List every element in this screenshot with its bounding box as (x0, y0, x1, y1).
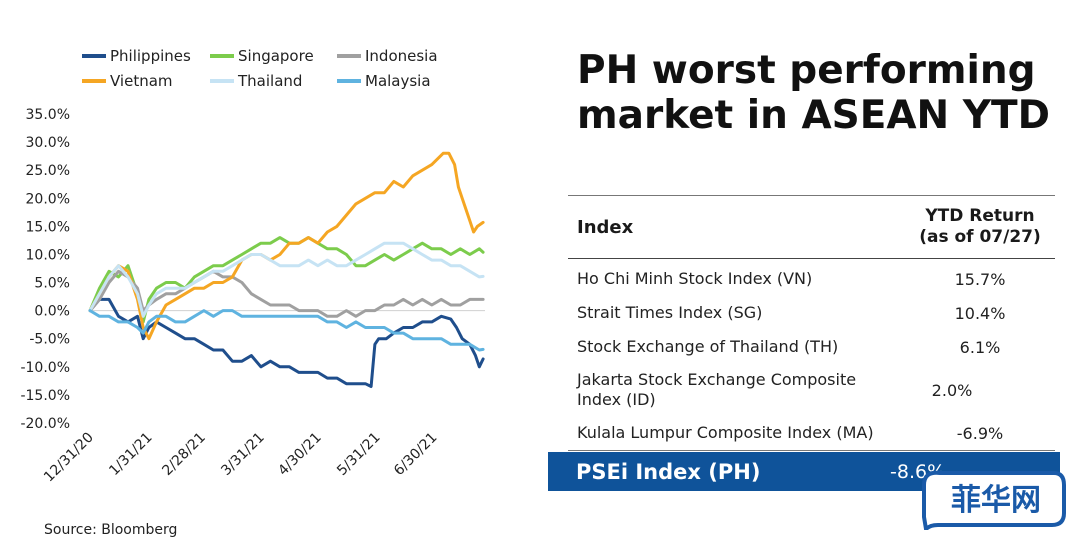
table-row: Ho Chi Minh Stock Index (VN) 15.7% (568, 262, 1055, 296)
x-tick-label: 2/28/21 (159, 430, 208, 479)
y-tick-label: 30.0% (26, 135, 70, 151)
series-line-singapore (88, 236, 485, 324)
y-tick-label: 15.0% (26, 219, 70, 235)
headline: PH worst performing market in ASEAN YTD (577, 48, 1050, 138)
y-tick-label: 10.0% (26, 247, 70, 263)
watermark-text: 菲华网 (951, 483, 1041, 518)
y-tick-label: -15.0% (20, 388, 70, 404)
x-tick-label: 12/31/20 (41, 430, 97, 486)
row-value: 6.1% (959, 337, 1001, 357)
header-index: Index (577, 216, 634, 238)
y-tick-label: 0.0% (34, 304, 70, 320)
y-tick-label: -5.0% (29, 332, 70, 348)
x-tick-label: 6/30/21 (391, 430, 440, 479)
y-tick-label: -20.0% (20, 416, 70, 432)
x-tick-label: 1/31/21 (106, 430, 155, 479)
watermark-badge (922, 470, 1066, 530)
row-value: -6.9% (956, 423, 1004, 443)
y-tick-label: 25.0% (26, 163, 70, 179)
y-tick-label: 5.0% (34, 276, 70, 292)
header-ytd-return: YTD Return (as of 07/27) (905, 206, 1055, 248)
legend-label-philippines: Philippines (110, 47, 191, 65)
y-tick-label: 35.0% (26, 107, 70, 123)
y-tick-label: 20.0% (26, 191, 70, 207)
line-chart: 35.0% 30.0% 25.0% 20.0% 15.0% 10.0% 5.0% 0.0% -5… (20, 47, 485, 486)
row-index: Strait Times Index (SG) (577, 303, 763, 322)
series-line-philippines (88, 297, 485, 388)
header-ytd-line1: YTD Return (925, 206, 1035, 226)
legend-label-vietnam: Vietnam (110, 72, 173, 90)
row-value: 2.0% (931, 380, 973, 400)
y-tick-label: -10.0% (20, 360, 70, 376)
row-index: Stock Exchange of Thailand (TH) (577, 337, 839, 356)
header-ytd-line2: (as of 07/27) (919, 227, 1041, 247)
series-line-vietnam (88, 151, 485, 341)
x-tick-label: 3/31/21 (218, 430, 267, 479)
series-line-thailand (88, 241, 485, 318)
series-line-indonesia (88, 269, 485, 318)
row-value: 10.4% (954, 303, 1006, 323)
row-index: Ho Chi Minh Stock Index (VN) (577, 269, 813, 288)
watermark-logo: 菲华网 (922, 470, 1066, 530)
table-row: Strait Times Index (SG) 10.4% (568, 296, 1055, 330)
x-tick-label: 4/30/21 (275, 430, 324, 479)
legend-label-indonesia: Indonesia (365, 47, 438, 65)
returns-table: Index YTD Return (as of 07/27) Ho Chi Mi… (568, 195, 1055, 451)
series-line-malaysia (88, 309, 485, 352)
row-index: Kulala Lumpur Composite Index (MA) (577, 423, 874, 442)
legend-label-singapore: Singapore (238, 47, 314, 65)
table-header: Index YTD Return (as of 07/27) (568, 196, 1055, 259)
table-row: Stock Exchange of Thailand (TH) 6.1% (568, 330, 1055, 364)
highlight-index: PSEi Index (PH) (576, 459, 761, 484)
x-tick-label: 5/31/21 (334, 430, 383, 479)
table-row: Jakarta Stock Exchange Composite Index (… (568, 364, 1055, 416)
table-row: Kulala Lumpur Composite Index (MA) -6.9% (568, 416, 1055, 451)
source-note: Source: Bloomberg (44, 522, 178, 538)
legend-label-thailand: Thailand (237, 72, 302, 90)
row-index: Jakarta Stock Exchange Composite Index (… (577, 370, 857, 409)
legend-label-malaysia: Malaysia (365, 72, 431, 90)
row-value: 15.7% (954, 269, 1006, 289)
